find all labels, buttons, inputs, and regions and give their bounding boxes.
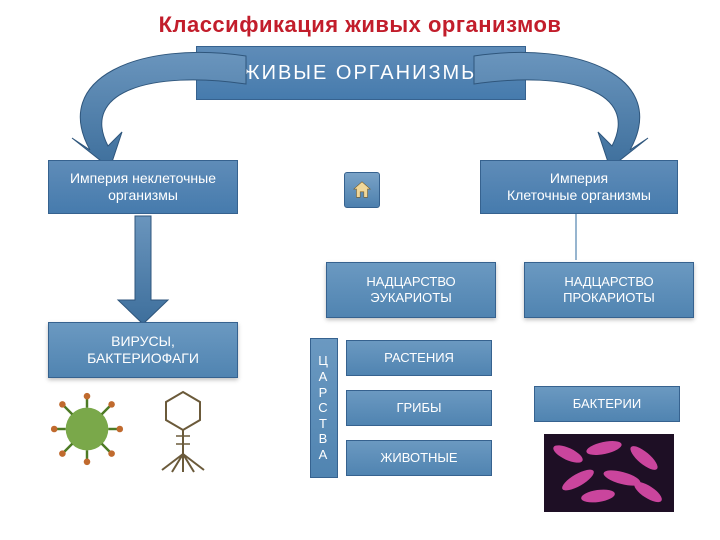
node-cellular: Империя Клеточные организмы (480, 160, 678, 214)
node-bacteria: БАКТЕРИИ (534, 386, 680, 422)
node-noncellular-label: Империя неклеточные организмы (55, 170, 231, 205)
home-icon[interactable] (344, 172, 380, 208)
kingdoms-vertical-text: ЦАРСТВА (311, 353, 337, 462)
node-cellular-label: Империя Клеточные организмы (507, 170, 651, 205)
node-fungi-label: ГРИБЫ (396, 400, 441, 416)
node-noncellular: Империя неклеточные организмы (48, 160, 238, 214)
bacteria-illustration (544, 434, 674, 512)
virus-illustration (46, 388, 128, 470)
node-animals-label: ЖИВОТНЫЕ (380, 450, 457, 466)
node-plants-label: РАСТЕНИЯ (384, 350, 454, 366)
kingdoms-vertical-label: ЦАРСТВА (310, 338, 338, 478)
node-prokaryotes-label: НАДЦАРСТВО ПРОКАРИОТЫ (531, 274, 687, 307)
node-eukaryotes-label: НАДЦАРСТВО ЭУКАРИОТЫ (333, 274, 489, 307)
node-eukaryotes: НАДЦАРСТВО ЭУКАРИОТЫ (326, 262, 496, 318)
phage-illustration (148, 388, 218, 474)
node-animals: ЖИВОТНЫЕ (346, 440, 492, 476)
node-bacteria-label: БАКТЕРИИ (573, 396, 641, 412)
node-viruses-label: ВИРУСЫ, БАКТЕРИОФАГИ (55, 333, 231, 368)
node-viruses: ВИРУСЫ, БАКТЕРИОФАГИ (48, 322, 238, 378)
node-prokaryotes: НАДЦАРСТВО ПРОКАРИОТЫ (524, 262, 694, 318)
node-fungi: ГРИБЫ (346, 390, 492, 426)
node-plants: РАСТЕНИЯ (346, 340, 492, 376)
